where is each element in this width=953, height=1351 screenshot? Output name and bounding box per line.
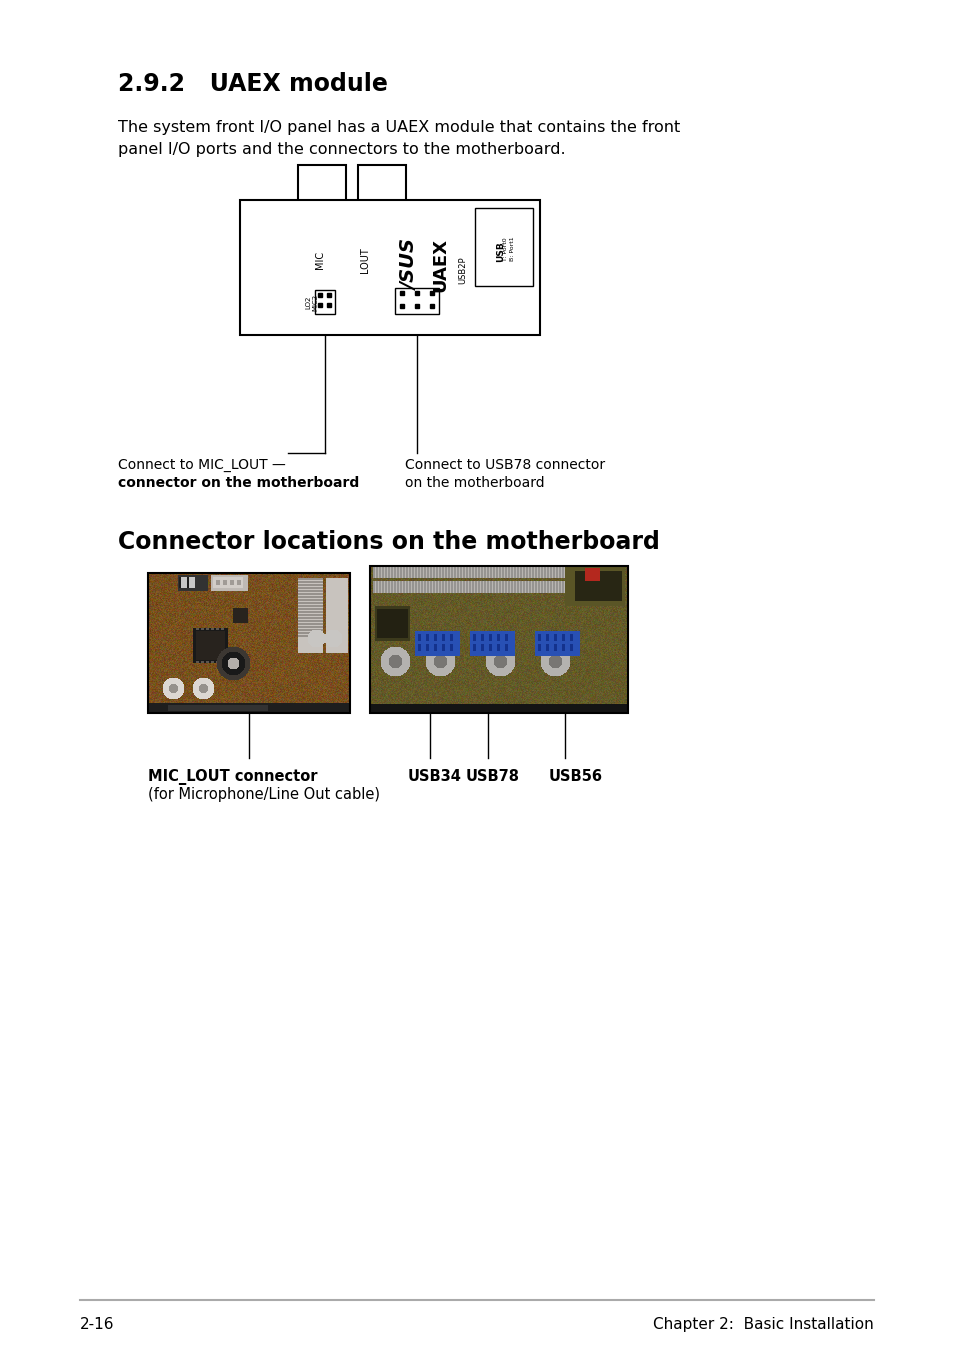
Text: Chapter 2:  Basic Installation: Chapter 2: Basic Installation bbox=[653, 1317, 873, 1332]
Text: USB: USB bbox=[496, 242, 505, 262]
Bar bbox=[475, 208, 533, 286]
Text: LO2
MIC2: LO2 MIC2 bbox=[305, 293, 318, 311]
Text: USB78: USB78 bbox=[465, 769, 519, 784]
Text: MIC: MIC bbox=[314, 251, 325, 269]
Text: Connector locations on the motherboard: Connector locations on the motherboard bbox=[118, 530, 659, 554]
Text: panel I/O ports and the connectors to the motherboard.: panel I/O ports and the connectors to th… bbox=[118, 142, 565, 157]
Text: USB2P: USB2P bbox=[458, 257, 467, 284]
Bar bbox=[240, 200, 539, 335]
Text: 2-16: 2-16 bbox=[80, 1317, 114, 1332]
Bar bbox=[297, 165, 346, 203]
Text: /SUS: /SUS bbox=[400, 239, 419, 290]
Text: Connect to USB78 connector: Connect to USB78 connector bbox=[405, 458, 604, 471]
Text: Connect to MIC_LOUT —: Connect to MIC_LOUT — bbox=[118, 458, 286, 471]
Text: T: Port0
B: Port1: T: Port0 B: Port1 bbox=[503, 236, 514, 261]
Text: 2.9.2   UAEX module: 2.9.2 UAEX module bbox=[118, 72, 388, 96]
Text: USB56: USB56 bbox=[548, 769, 602, 784]
Bar bbox=[395, 288, 438, 313]
Text: The system front I/O panel has a UAEX module that contains the front: The system front I/O panel has a UAEX mo… bbox=[118, 120, 679, 135]
Text: connector on the motherboard: connector on the motherboard bbox=[118, 476, 359, 490]
Bar bbox=[148, 573, 350, 713]
Bar bbox=[370, 566, 627, 713]
Text: on the motherboard: on the motherboard bbox=[405, 476, 544, 490]
Text: UAEX: UAEX bbox=[431, 238, 449, 292]
Bar bbox=[314, 290, 335, 313]
Text: MIC_LOUT connector: MIC_LOUT connector bbox=[148, 769, 317, 785]
Text: LOUT: LOUT bbox=[359, 247, 370, 273]
Bar bbox=[357, 165, 406, 203]
Text: USB34: USB34 bbox=[408, 769, 461, 784]
Text: (for Microphone/Line Out cable): (for Microphone/Line Out cable) bbox=[148, 788, 379, 802]
